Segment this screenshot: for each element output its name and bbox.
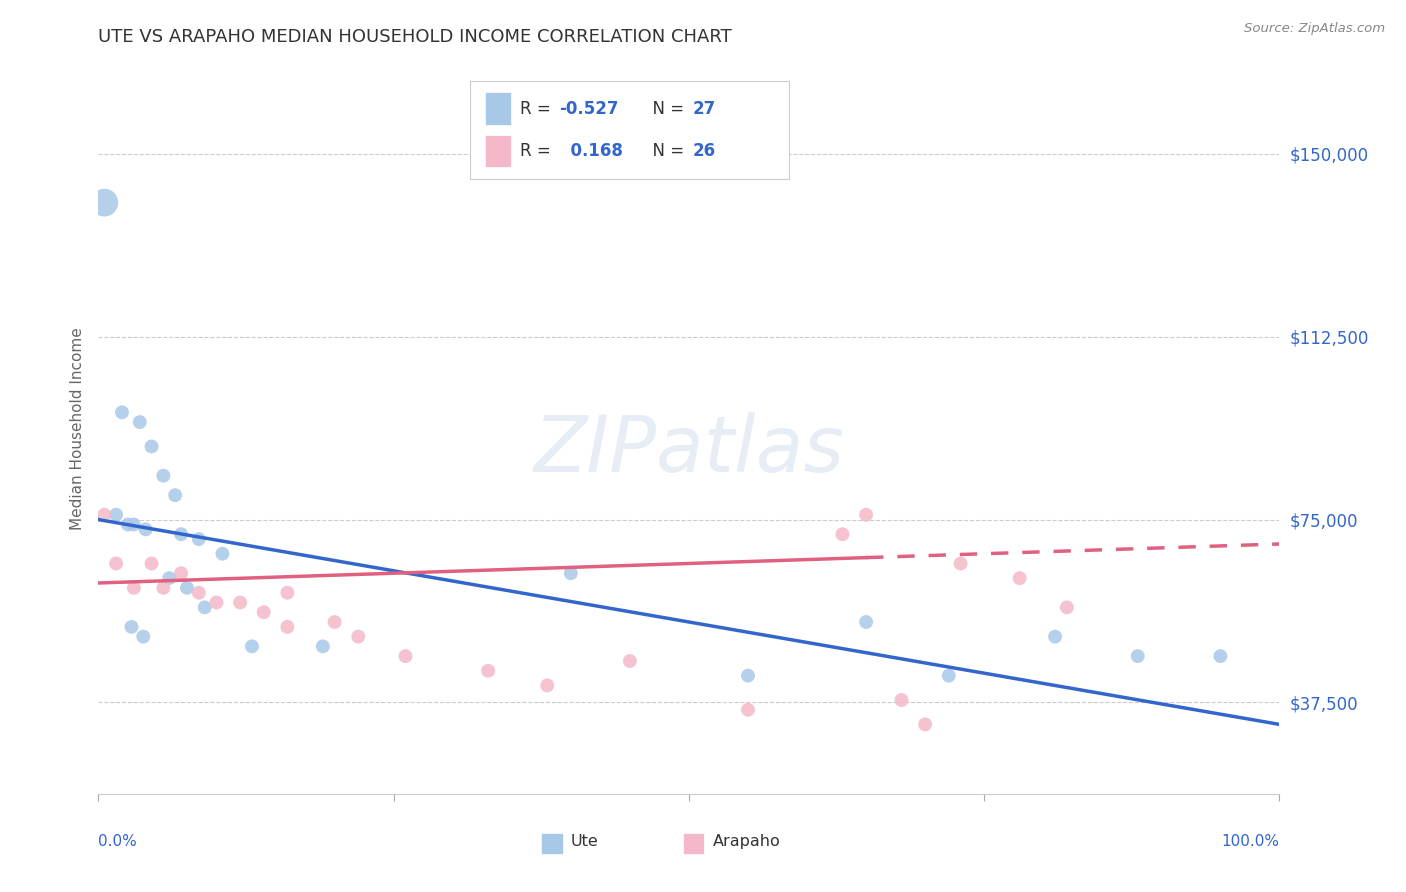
Bar	[541, 833, 562, 854]
Point	[855, 508, 877, 522]
Text: 0.168: 0.168	[560, 142, 623, 160]
Point	[194, 600, 217, 615]
Point	[211, 547, 233, 561]
Point	[536, 678, 558, 692]
Point	[914, 717, 936, 731]
Point	[394, 649, 416, 664]
Point	[855, 615, 877, 629]
Text: 26: 26	[693, 142, 716, 160]
Point	[111, 405, 134, 419]
Point	[187, 532, 209, 546]
Bar	[683, 833, 704, 854]
Point	[157, 571, 180, 585]
Point	[141, 440, 163, 453]
Point	[128, 415, 150, 429]
Point	[121, 620, 143, 634]
Point	[737, 668, 759, 682]
Text: Ute: Ute	[571, 834, 599, 849]
Point	[312, 640, 335, 654]
Point	[105, 508, 128, 522]
Point	[170, 527, 193, 541]
Text: N =: N =	[641, 142, 689, 160]
Point	[949, 557, 972, 571]
Point	[619, 654, 641, 668]
Point	[831, 527, 853, 541]
Point	[276, 585, 298, 599]
Point	[253, 605, 276, 619]
Text: Arapaho: Arapaho	[713, 834, 780, 849]
Point	[890, 693, 912, 707]
Point	[323, 615, 346, 629]
Point	[135, 522, 157, 536]
Point	[737, 703, 759, 717]
Text: 27: 27	[693, 100, 716, 118]
Point	[93, 195, 115, 210]
Bar	[485, 135, 510, 167]
Point	[1008, 571, 1031, 585]
Point	[105, 557, 128, 571]
Text: ZIPatlas: ZIPatlas	[533, 412, 845, 488]
Point	[152, 468, 174, 483]
Point	[1209, 649, 1232, 664]
Point	[141, 557, 163, 571]
Bar	[485, 93, 510, 125]
Point	[205, 595, 228, 609]
Point	[152, 581, 174, 595]
Point	[122, 517, 145, 532]
Point	[122, 581, 145, 595]
Point	[132, 630, 155, 644]
Point	[347, 630, 370, 644]
FancyBboxPatch shape	[471, 81, 789, 179]
Point	[938, 668, 960, 682]
Text: Source: ZipAtlas.com: Source: ZipAtlas.com	[1244, 22, 1385, 36]
Text: 100.0%: 100.0%	[1222, 834, 1279, 849]
Point	[276, 620, 298, 634]
Point	[187, 585, 209, 599]
Point	[560, 566, 582, 581]
Point	[229, 595, 252, 609]
Point	[165, 488, 187, 502]
Point	[170, 566, 193, 581]
Point	[1043, 630, 1066, 644]
Point	[93, 508, 115, 522]
Point	[176, 581, 198, 595]
Point	[477, 664, 499, 678]
Text: 0.0%: 0.0%	[98, 834, 138, 849]
Text: -0.527: -0.527	[560, 100, 619, 118]
Point	[1126, 649, 1149, 664]
Text: UTE VS ARAPAHO MEDIAN HOUSEHOLD INCOME CORRELATION CHART: UTE VS ARAPAHO MEDIAN HOUSEHOLD INCOME C…	[98, 28, 733, 45]
Y-axis label: Median Household Income: Median Household Income	[69, 326, 84, 530]
Point	[117, 517, 139, 532]
Text: N =: N =	[641, 100, 689, 118]
Point	[240, 640, 263, 654]
Text: R =: R =	[520, 100, 555, 118]
Text: R =: R =	[520, 142, 555, 160]
Point	[1056, 600, 1078, 615]
